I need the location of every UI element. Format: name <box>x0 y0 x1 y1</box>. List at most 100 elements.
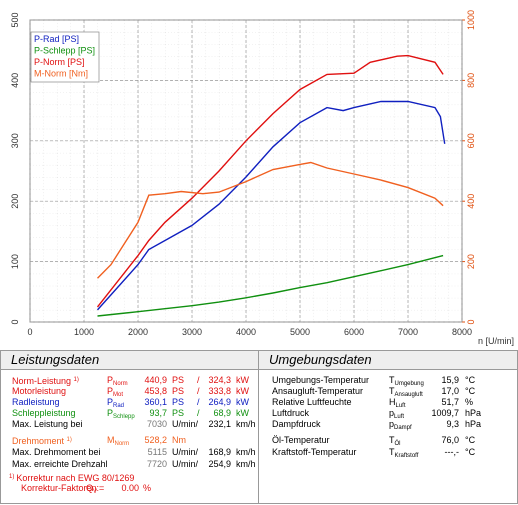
unit2: kW <box>236 397 249 407</box>
unit: °C <box>465 386 476 396</box>
unit2: kW <box>236 375 249 385</box>
value: 440,9 <box>144 375 167 385</box>
row-label: Korrektur-Faktoren: <box>21 483 99 494</box>
value2: 232,1 <box>208 419 231 429</box>
panel-title: Umgebungsdaten <box>259 351 517 370</box>
note: 1) <box>66 437 72 443</box>
symbol-letter: P <box>107 408 114 418</box>
unit: PS <box>172 386 185 396</box>
x-tick-label: 4000 <box>236 327 256 337</box>
symbol-sub: Luft <box>394 414 405 420</box>
series-line <box>96 54 444 308</box>
x-tick-label: 5000 <box>290 327 310 337</box>
unit2: kW <box>236 386 249 396</box>
value: 17,0 <box>441 386 459 396</box>
value: 528,2 <box>144 435 167 445</box>
symbol-sub: Öl <box>394 441 401 447</box>
legend-entry: P-Schlepp [PS] <box>34 46 95 56</box>
y2-tick-label: 200 <box>466 254 476 269</box>
label-text: Ansaugluft-Temperatur <box>272 386 364 396</box>
symbol-letter: P <box>107 375 114 385</box>
symbol: pDampf <box>389 419 412 434</box>
y-tick-label: 100 <box>10 254 20 269</box>
label-text: Öl-Temperatur <box>272 435 330 445</box>
y2-tick-label: 0 <box>466 319 476 324</box>
value: 0.00 <box>121 483 139 493</box>
unit: °C <box>465 447 476 457</box>
legend-entry: P-Norm [PS] <box>34 57 85 67</box>
x-tick-label: 6000 <box>344 327 364 337</box>
separator: / <box>197 397 200 407</box>
symbol-letter: T <box>389 435 395 445</box>
value: ---,- <box>444 447 460 457</box>
value: 1009,7 <box>431 408 459 418</box>
value: 453,8 <box>144 386 167 396</box>
symbol: MNorm <box>107 435 129 450</box>
symbol: PRad <box>107 397 124 412</box>
unit: % <box>143 483 152 493</box>
unit: PS <box>172 408 185 418</box>
separator: / <box>197 386 200 396</box>
symbol-sub: Norm <box>114 441 130 447</box>
unit2: kW <box>236 408 249 418</box>
y-tick-label: 300 <box>10 133 20 148</box>
series-line <box>96 100 446 311</box>
row-label: Max. erreichte Drehzahl <box>12 459 108 470</box>
symbol: PSchlepp <box>107 408 135 423</box>
unit: hPa <box>465 419 482 429</box>
label-text: Umgebungs-Temperatur <box>272 375 370 385</box>
row-label: Ansaugluft-Temperatur <box>272 386 363 397</box>
separator: / <box>197 375 200 385</box>
value: 5115 <box>147 447 167 457</box>
label-text: Korrektur-Faktoren: <box>21 483 100 493</box>
symbol: TKraftstoff <box>389 447 418 462</box>
y-tick-label: 400 <box>10 73 20 88</box>
label-text: Max. erreichte Drehzahl <box>12 459 108 469</box>
leistungsdaten-panel: Leistungsdaten Norm-Leistung 1) P Norm 440,… <box>0 350 259 504</box>
separator: / <box>197 408 200 418</box>
legend: P-Rad [PS] P-Schlepp [PS]P-Norm [PS] M-Nor… <box>30 31 100 83</box>
symbol-letter: T <box>389 447 395 457</box>
y2-tick-label: 1000 <box>466 10 476 30</box>
row-label: Öl-Temperatur <box>272 435 330 446</box>
series-line <box>97 161 444 279</box>
label-text: Radleistung <box>12 397 60 407</box>
symbol-sub: Kraftstoff <box>394 453 419 459</box>
unit: U/min/ <box>172 419 199 429</box>
label-text: Schleppleistung <box>12 408 76 418</box>
symbol-letter: P <box>107 386 114 396</box>
symbol-sub: Mot <box>113 392 124 398</box>
unit2: km/h <box>236 459 256 469</box>
symbol-letter: H <box>389 397 396 407</box>
symbol-letter: p <box>389 408 395 418</box>
value2: 168,9 <box>208 447 231 457</box>
symbol: pLuft <box>389 408 404 423</box>
symbol-letter: Q <box>86 483 94 493</box>
legend-entry: P-Rad [PS] <box>34 34 79 44</box>
symbol: HLuft <box>389 397 406 412</box>
label-text: Relative Luftfeuchte <box>272 397 352 407</box>
symbol-sub: Umgebung <box>394 381 424 387</box>
unit: Nm <box>172 435 186 445</box>
x-tick-label: 8000 <box>452 327 472 337</box>
label-text: Max. Drehmoment bei <box>12 447 101 457</box>
symbol: QV <box>86 483 97 498</box>
label-text: Norm-Leistung <box>12 376 72 386</box>
symbol-letter: p <box>389 419 395 429</box>
label-text: Max. Leistung bei <box>12 419 83 429</box>
symbol-sub: Luft <box>395 403 406 409</box>
unit: PS <box>172 375 185 385</box>
panel-title: Leistungsdaten <box>1 351 258 370</box>
value: 7030 <box>146 419 167 429</box>
series-line <box>97 254 444 317</box>
unit: °C <box>465 435 476 445</box>
label-text: Drehmoment <box>12 436 65 446</box>
value: 15,9 <box>441 375 459 385</box>
y2-tick-label: 600 <box>466 133 476 148</box>
legend-box <box>30 31 100 83</box>
unit: U/min/ <box>172 459 199 469</box>
x-tick-label: 3000 <box>182 327 202 337</box>
label-text: Dampfdruck <box>272 419 321 429</box>
